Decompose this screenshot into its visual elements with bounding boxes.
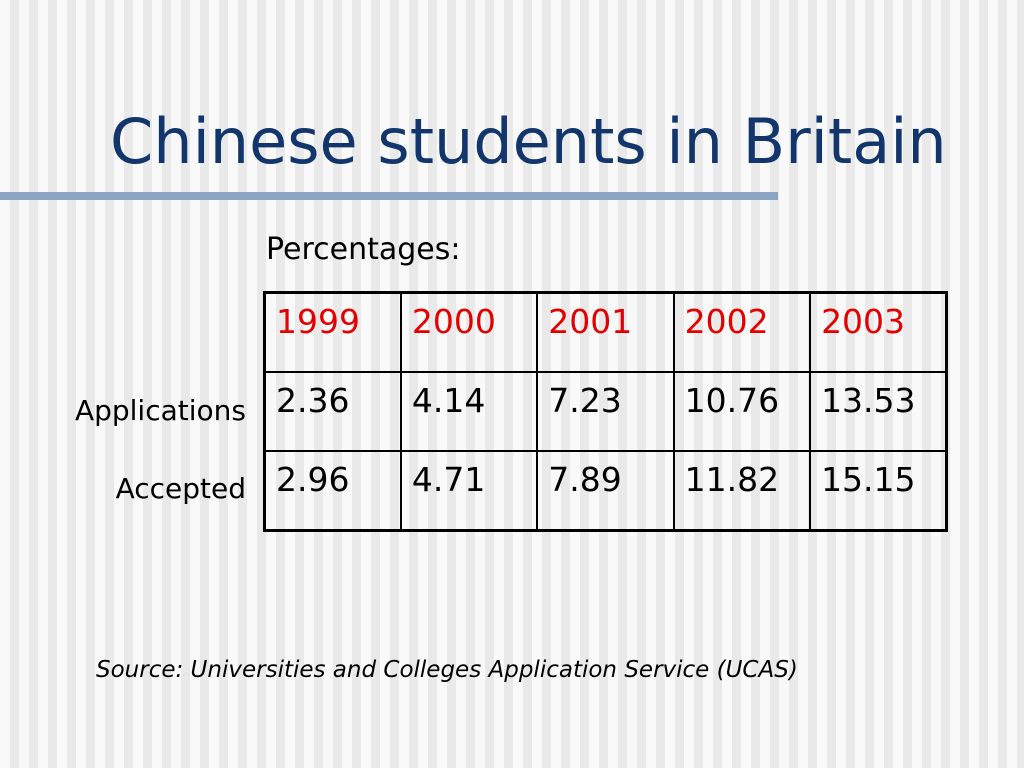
- table-caption: Percentages:: [266, 232, 461, 267]
- year-header-cell: 2000: [399, 291, 539, 374]
- year-header-cell: 2003: [809, 291, 948, 374]
- table-row-applications: 2.36 4.14 7.23 10.76 13.53: [263, 371, 948, 452]
- table-cell: 11.82: [672, 449, 812, 532]
- table-cell: 4.71: [399, 449, 539, 532]
- table-cell: 10.76: [672, 371, 812, 452]
- year-header-cell: 2001: [536, 291, 675, 374]
- title-underline: [0, 192, 778, 200]
- year-header-row: 1999 2000 2001 2002 2003: [263, 291, 948, 374]
- year-header-cell: 2002: [672, 291, 812, 374]
- row-label-applications: Applications: [74, 394, 246, 427]
- table-cell: 2.96: [263, 449, 402, 532]
- percentages-table: 1999 2000 2001 2002 2003 2.36 4.14 7.23 …: [263, 291, 948, 532]
- table-cell: 2.36: [263, 371, 402, 452]
- row-label-accepted: Accepted: [115, 472, 246, 505]
- table-cell: 7.89: [536, 449, 675, 532]
- table-cell: 15.15: [809, 449, 948, 532]
- year-header-cell: 1999: [263, 291, 402, 374]
- table-cell: 4.14: [399, 371, 539, 452]
- table-cell: 13.53: [809, 371, 948, 452]
- table-cell: 7.23: [536, 371, 675, 452]
- table-row-accepted: 2.96 4.71 7.89 11.82 15.15: [263, 449, 948, 532]
- slide-title: Chinese students in Britain: [110, 105, 947, 178]
- source-note: Source: Universities and Colleges Applic…: [96, 657, 798, 683]
